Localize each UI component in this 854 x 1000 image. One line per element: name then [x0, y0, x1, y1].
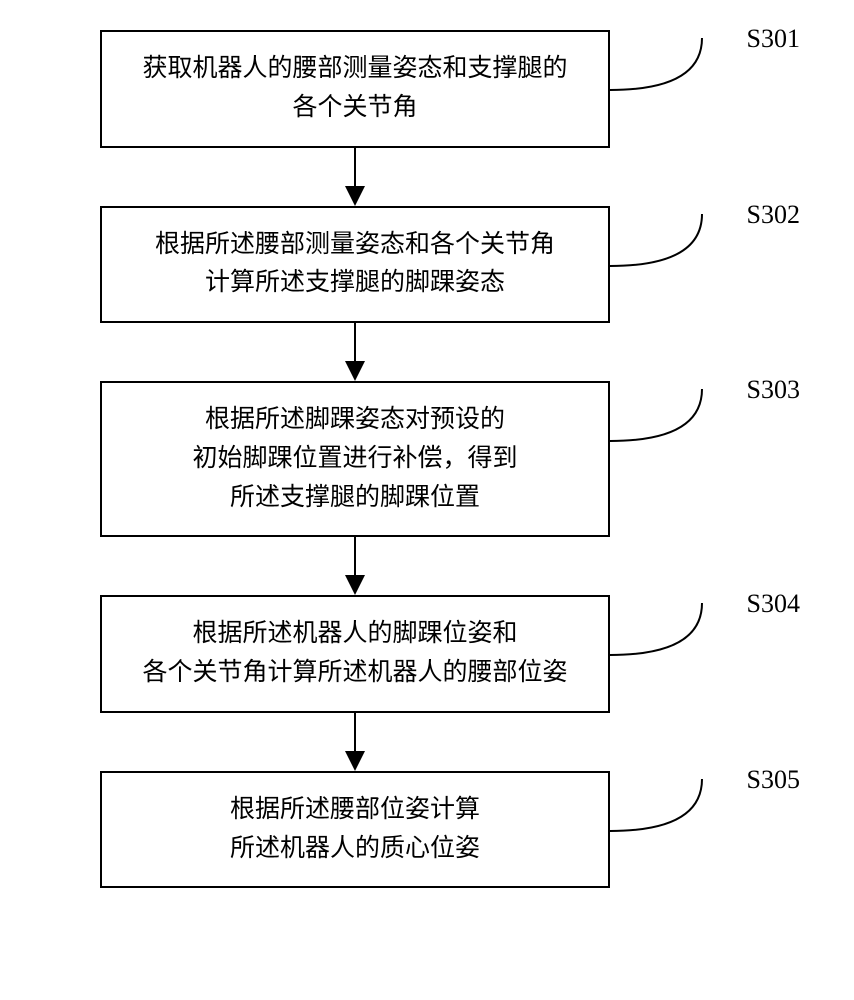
flow-step-text: 获取机器人的腰部测量姿态和支撑腿的	[122, 50, 588, 89]
flow-step-text: 根据所述机器人的脚踝位姿和	[122, 615, 588, 654]
flow-step-row: 根据所述腰部位姿计算所述机器人的质心位姿S305	[50, 771, 800, 889]
flow-step-text: 根据所述脚踝姿态对预设的	[122, 401, 588, 440]
step-label: S304	[747, 589, 800, 619]
flow-arrow	[100, 713, 610, 771]
step-label: S301	[747, 24, 800, 54]
step-label: S305	[747, 765, 800, 795]
flow-step-box: 根据所述腰部测量姿态和各个关节角计算所述支撑腿的脚踝姿态	[100, 206, 610, 324]
flow-arrow	[100, 537, 610, 595]
flow-arrow	[100, 323, 610, 381]
flow-step-row: 获取机器人的腰部测量姿态和支撑腿的各个关节角S301	[50, 30, 800, 148]
flow-step-text: 所述支撑腿的脚踝位置	[122, 479, 588, 518]
step-label-callout: S302	[610, 206, 800, 268]
flowchart-container: 获取机器人的腰部测量姿态和支撑腿的各个关节角S301根据所述腰部测量姿态和各个关…	[50, 30, 800, 888]
step-label: S303	[747, 375, 800, 405]
step-label-callout: S305	[610, 771, 800, 833]
flow-step-row: 根据所述机器人的脚踝位姿和各个关节角计算所述机器人的腰部位姿S304	[50, 595, 800, 713]
flow-step-text: 各个关节角计算所述机器人的腰部位姿	[122, 654, 588, 693]
flow-step-row: 根据所述脚踝姿态对预设的初始脚踝位置进行补偿，得到所述支撑腿的脚踝位置S303	[50, 381, 800, 537]
flow-step-text: 所述机器人的质心位姿	[122, 830, 588, 869]
step-label-callout: S303	[610, 381, 800, 443]
flow-step-text: 根据所述腰部位姿计算	[122, 791, 588, 830]
step-label-callout: S301	[610, 30, 800, 92]
flow-step-box: 根据所述腰部位姿计算所述机器人的质心位姿	[100, 771, 610, 889]
flow-step-text: 各个关节角	[122, 89, 588, 128]
flow-step-text: 初始脚踝位置进行补偿，得到	[122, 440, 588, 479]
step-label: S302	[747, 200, 800, 230]
flow-step-row: 根据所述腰部测量姿态和各个关节角计算所述支撑腿的脚踝姿态S302	[50, 206, 800, 324]
flow-step-box: 根据所述机器人的脚踝位姿和各个关节角计算所述机器人的腰部位姿	[100, 595, 610, 713]
flow-step-text: 计算所述支撑腿的脚踝姿态	[122, 264, 588, 303]
step-label-callout: S304	[610, 595, 800, 657]
flow-step-box: 根据所述脚踝姿态对预设的初始脚踝位置进行补偿，得到所述支撑腿的脚踝位置	[100, 381, 610, 537]
flow-arrow	[100, 148, 610, 206]
flow-step-box: 获取机器人的腰部测量姿态和支撑腿的各个关节角	[100, 30, 610, 148]
flow-step-text: 根据所述腰部测量姿态和各个关节角	[122, 226, 588, 265]
